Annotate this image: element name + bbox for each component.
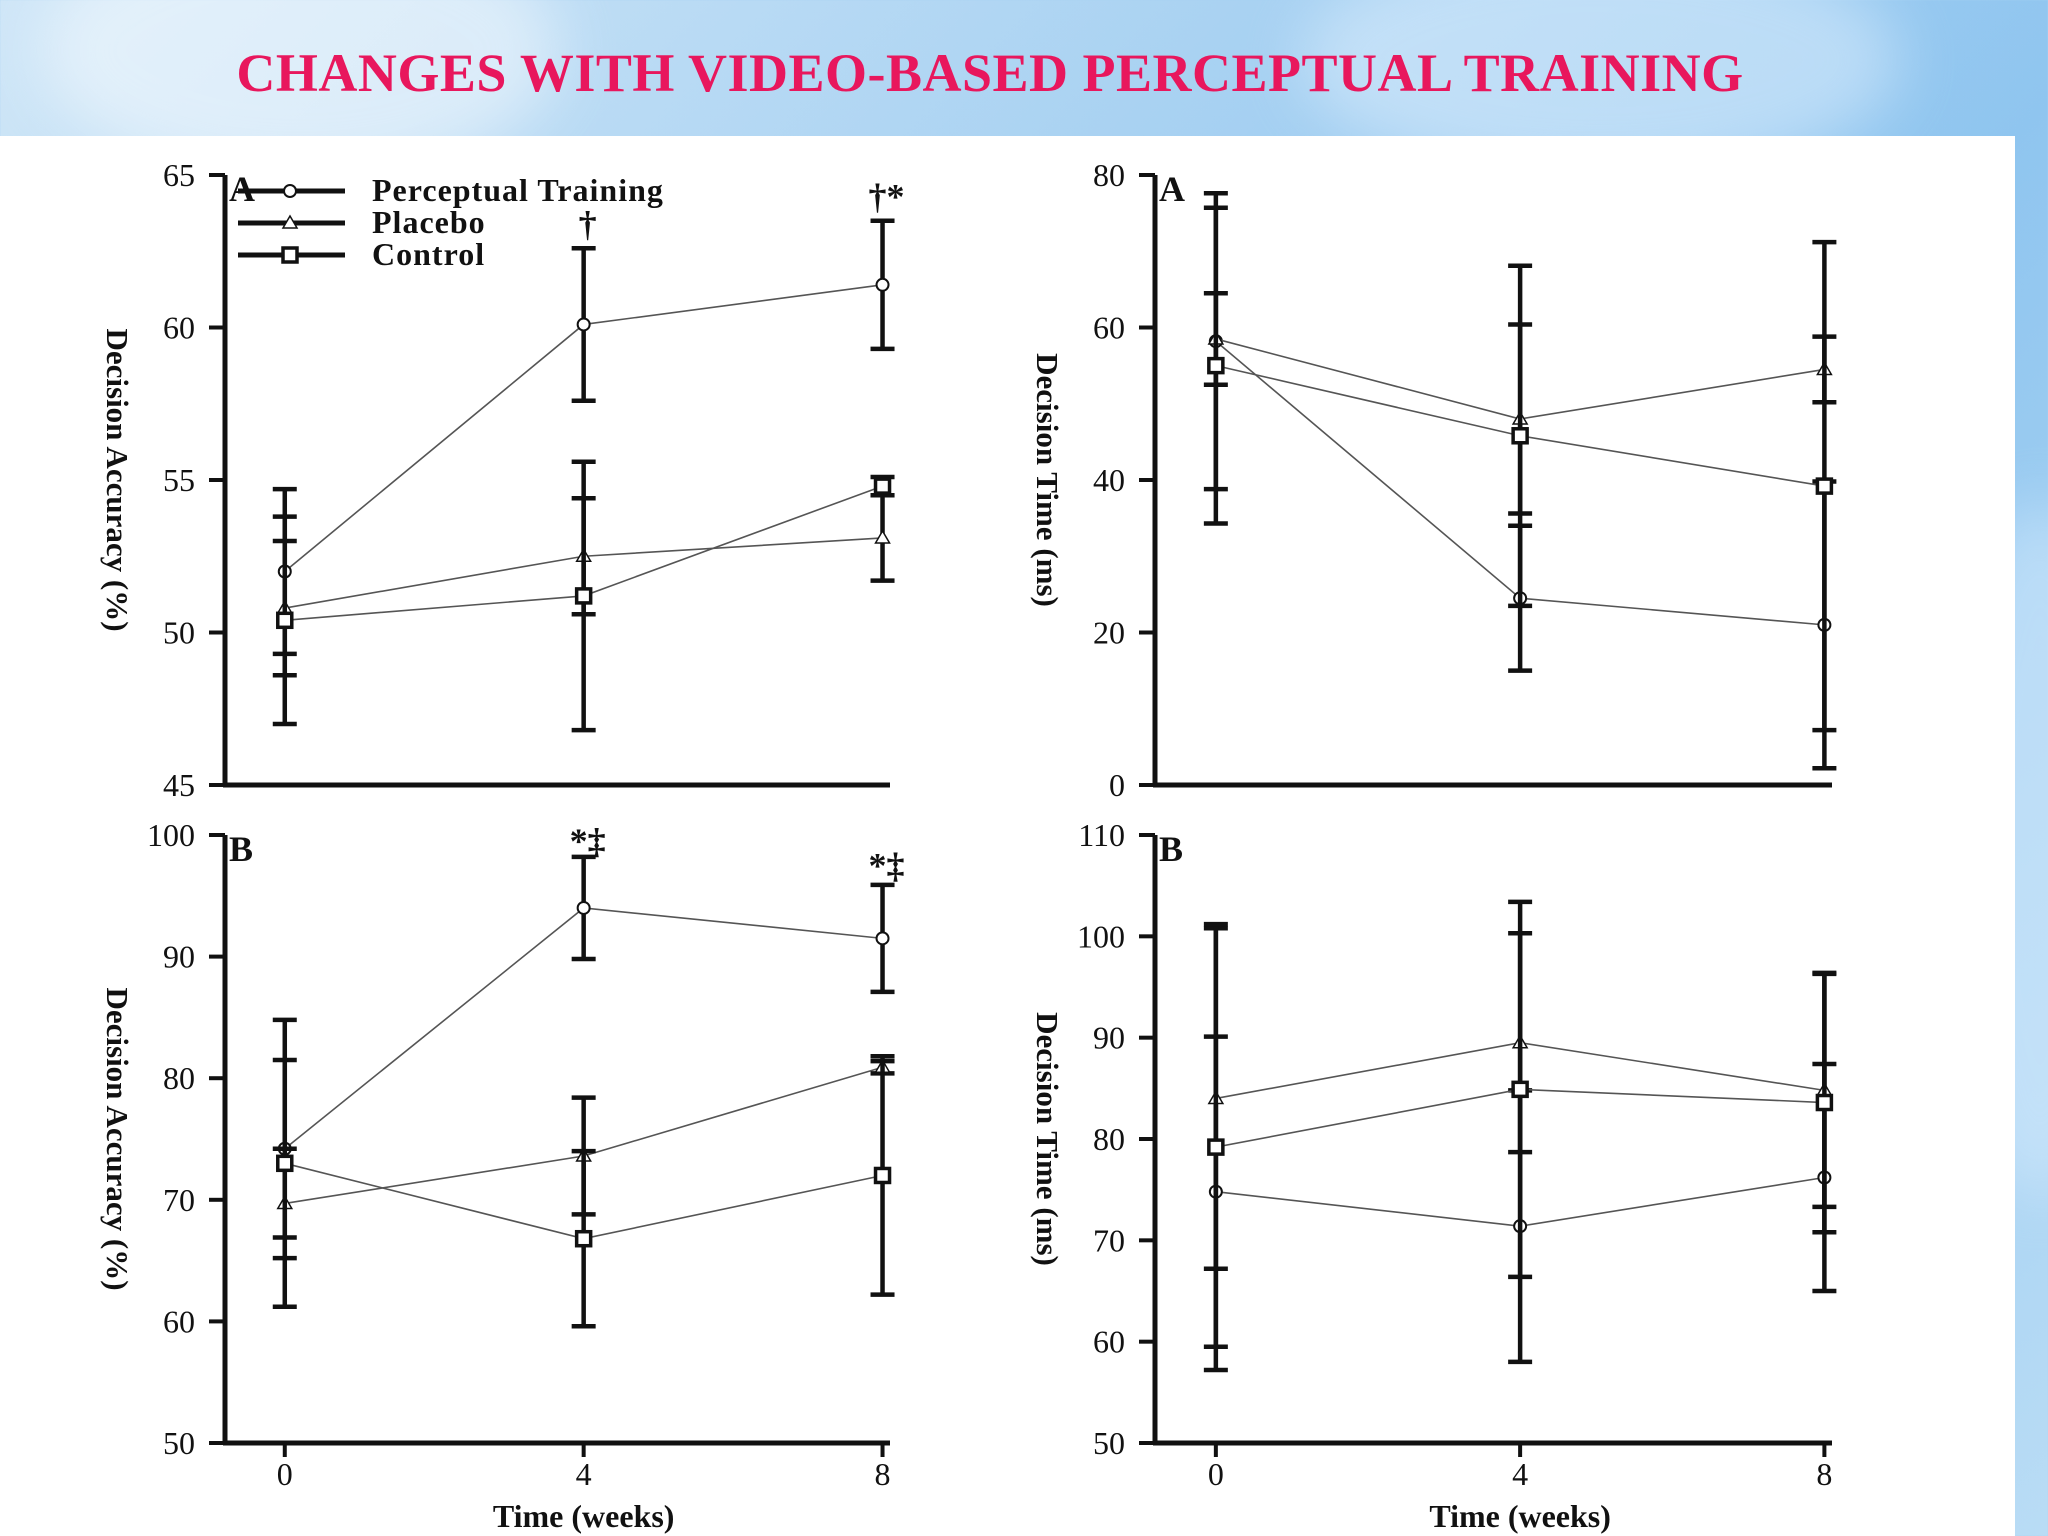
y-tick-label: 80	[1093, 1121, 1125, 1157]
x-tick-label: 0	[277, 1456, 293, 1492]
legend-label: Perceptual Training	[372, 172, 664, 208]
x-axis-label: Time (weeks)	[1429, 1498, 1611, 1534]
x-tick-label: 8	[1816, 1456, 1832, 1492]
y-tick-label: 40	[1093, 462, 1125, 498]
y-tick-label: 90	[1093, 1020, 1125, 1056]
data-point	[276, 1154, 294, 1173]
data-point	[1511, 1080, 1529, 1099]
data-point	[276, 611, 294, 630]
legend-marker	[281, 214, 299, 229]
legend-marker	[281, 246, 299, 264]
y-tick-label: 60	[163, 310, 195, 346]
panel-label: B	[1159, 829, 1183, 869]
y-tick-label: 0	[1109, 767, 1125, 803]
x-axis-label: Time (weeks)	[493, 1498, 675, 1534]
y-tick-label: 45	[163, 767, 195, 803]
data-point	[574, 587, 593, 605]
y-tick-label: 80	[163, 1060, 195, 1096]
y-tick-label: 60	[1093, 1324, 1125, 1360]
data-point	[875, 931, 890, 946]
legend-marker	[283, 184, 297, 198]
y-tick-label: 80	[1093, 157, 1125, 193]
data-point	[1207, 356, 1225, 375]
data-point	[574, 1229, 593, 1248]
data-point	[576, 317, 591, 332]
panel-label: A	[1159, 169, 1185, 209]
significance-marker: †	[579, 204, 597, 244]
x-tick-label: 0	[1208, 1456, 1224, 1492]
y-tick-label: 50	[163, 615, 195, 651]
figure-charts: 45 50 55 60 65 A Decision Accuracy (%) † †* Perce…	[100, 157, 1837, 1534]
y-tick-label: 50	[163, 1425, 195, 1461]
figure-panel: 45 50 55 60 65 A Decision Accuracy (%) † †* Perce…	[0, 136, 2015, 1536]
data-point	[576, 900, 591, 915]
y-tick-label: 70	[163, 1182, 195, 1218]
significance-marker: *‡	[869, 846, 905, 886]
y-axis-label: Decision Time (ms)	[1030, 353, 1065, 607]
y-tick-label: 60	[163, 1303, 195, 1339]
y-tick-label: 100	[147, 817, 195, 853]
significance-marker: †*	[869, 177, 905, 217]
y-axis-label: Decision Time (ms)	[1030, 1012, 1065, 1266]
legend-label: Control	[372, 236, 485, 272]
y-axis-label: Decision Accuracy (%)	[100, 328, 135, 631]
data-point	[873, 477, 892, 495]
y-tick-label: 65	[163, 157, 195, 193]
data-point	[1207, 1138, 1225, 1156]
y-tick-label: 100	[1077, 918, 1125, 954]
legend-label: Placebo	[372, 204, 486, 240]
y-tick-label: 110	[1078, 817, 1125, 853]
slide-title: CHANGES WITH VIDEO-BASED PERCEPTUAL TRAI…	[236, 43, 1744, 103]
data-point	[874, 529, 891, 544]
y-tick-label: 70	[1093, 1222, 1125, 1258]
x-tick-label: 8	[875, 1456, 891, 1492]
data-point	[1815, 477, 1834, 495]
data-point	[1511, 427, 1529, 445]
y-tick-label: 20	[1093, 615, 1125, 651]
y-tick-label: 60	[1093, 310, 1125, 346]
panel-label: B	[229, 829, 253, 869]
y-tick-label: 90	[163, 939, 195, 975]
x-tick-label: 4	[1512, 1456, 1528, 1492]
y-tick-label: 55	[163, 462, 195, 498]
y-tick-label: 50	[1093, 1425, 1125, 1461]
data-point	[873, 1166, 892, 1185]
significance-marker: *‡	[570, 821, 606, 861]
data-point	[1815, 1093, 1834, 1112]
y-axis-label: Decision Accuracy (%)	[100, 987, 135, 1290]
data-point	[875, 277, 890, 292]
x-tick-label: 4	[576, 1456, 592, 1492]
